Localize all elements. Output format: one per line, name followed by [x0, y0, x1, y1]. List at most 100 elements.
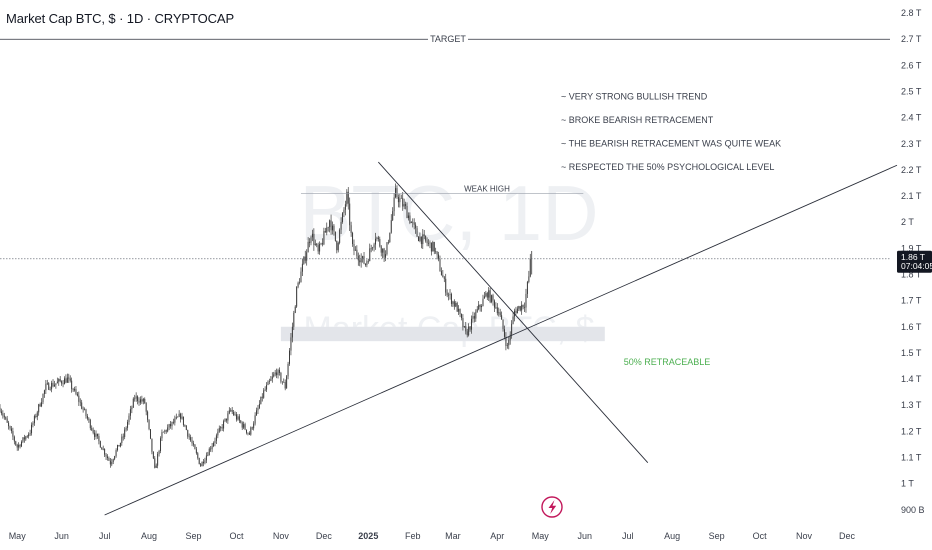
- candle: [287, 361, 289, 380]
- candle-body: [66, 377, 68, 383]
- candle: [165, 429, 167, 434]
- time-axis-label: Oct: [229, 531, 244, 541]
- candle: [406, 202, 408, 219]
- candle-body: [313, 233, 315, 245]
- candle: [201, 461, 203, 467]
- candle: [350, 221, 352, 237]
- candle: [145, 402, 147, 416]
- candle-body: [415, 224, 417, 229]
- candle-body: [198, 457, 200, 465]
- candle: [483, 291, 485, 299]
- candle: [109, 458, 111, 468]
- candle: [243, 421, 245, 430]
- candle-body: [453, 301, 455, 307]
- candle-body: [251, 427, 253, 429]
- candle: [522, 304, 524, 310]
- candle-body: [124, 429, 126, 438]
- candle: [369, 243, 371, 262]
- candle: [238, 414, 240, 424]
- rising-trendline: [104, 164, 898, 516]
- price-tag-countdown: 07:04:05: [901, 261, 932, 271]
- candle: [180, 412, 182, 423]
- candle-body: [151, 438, 153, 452]
- candle: [132, 397, 134, 408]
- drawings-layer: [0, 38, 898, 516]
- candle-body: [339, 229, 341, 243]
- candle: [75, 386, 77, 396]
- candle: [509, 331, 511, 345]
- candle-body: [58, 379, 60, 382]
- candle-body: [203, 461, 205, 464]
- candle: [518, 305, 520, 311]
- candle: [271, 372, 273, 383]
- candle: [339, 228, 341, 245]
- price-axis[interactable]: 900 B 1 T 1.1 T 1.2 T 1.3 T 1.4 T 1.5 T 1.6 T 1.…: [901, 8, 925, 515]
- candle: [6, 415, 8, 423]
- candle-body: [95, 433, 97, 437]
- candle-body: [347, 191, 349, 204]
- candle-body: [280, 372, 282, 382]
- candle-body: [406, 205, 408, 219]
- candle: [168, 423, 170, 431]
- candle: [410, 221, 412, 224]
- candle-body: [260, 396, 262, 405]
- candle-body: [149, 429, 151, 439]
- candle-body: [258, 404, 260, 408]
- candle: [314, 239, 316, 246]
- candle: [303, 256, 305, 265]
- time-axis[interactable]: May Jun Jul Aug Sep Oct Nov Dec 2025 Feb Mar Apr May…: [9, 531, 856, 541]
- candle: [417, 236, 419, 242]
- candle: [96, 433, 98, 439]
- candle: [392, 207, 394, 222]
- candle: [71, 377, 73, 393]
- candle: [5, 416, 7, 421]
- candle: [503, 325, 505, 340]
- candle: [267, 380, 269, 386]
- candle-body: [370, 248, 372, 249]
- candle-body: [127, 421, 129, 428]
- candle: [476, 306, 478, 313]
- time-axis-label: Jun: [54, 531, 69, 541]
- candle: [101, 447, 103, 450]
- candle: [359, 254, 361, 267]
- candle: [261, 393, 263, 402]
- candle-body: [528, 276, 530, 282]
- candle-body: [39, 404, 41, 407]
- candle: [104, 448, 106, 457]
- candle: [276, 368, 278, 379]
- candle-body: [372, 247, 374, 249]
- time-axis-label: Feb: [405, 531, 421, 541]
- candle: [300, 267, 302, 283]
- candle: [297, 281, 299, 289]
- candle: [416, 225, 418, 237]
- candle-body: [405, 204, 407, 206]
- candle: [211, 442, 213, 453]
- candle: [227, 410, 229, 424]
- candle-body: [263, 390, 265, 398]
- candle: [360, 253, 362, 268]
- candle-body: [353, 244, 355, 251]
- candle: [423, 229, 425, 240]
- candle-body: [125, 427, 127, 430]
- candle: [337, 241, 339, 253]
- candle-body: [435, 251, 437, 253]
- candle: [253, 421, 255, 431]
- candle-body: [495, 307, 497, 308]
- candle: [214, 437, 216, 447]
- candle-body: [32, 423, 34, 425]
- candle: [177, 416, 179, 418]
- candle-body: [248, 433, 250, 435]
- candle-body: [443, 277, 445, 279]
- candle: [198, 457, 200, 465]
- candle: [354, 246, 356, 251]
- candle-body: [91, 428, 93, 430]
- candle-body: [102, 448, 104, 450]
- candle: [41, 398, 43, 408]
- candle-body: [49, 389, 51, 390]
- candle-body: [462, 318, 464, 328]
- lightning-icon[interactable]: [541, 496, 563, 518]
- candle: [181, 412, 183, 420]
- candle-body: [131, 407, 133, 410]
- candle-body: [221, 427, 223, 429]
